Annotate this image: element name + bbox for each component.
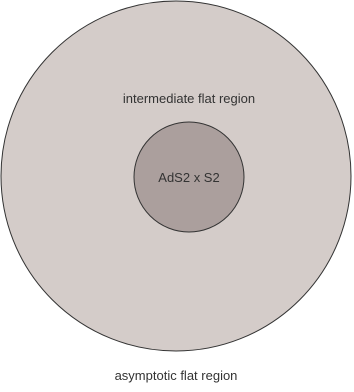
outer-region-label: intermediate flat region — [123, 91, 255, 106]
inner-region-label: AdS2 x S2 — [158, 170, 219, 185]
exterior-region-label: asymptotic flat region — [115, 368, 238, 383]
inner-circle — [133, 121, 245, 233]
